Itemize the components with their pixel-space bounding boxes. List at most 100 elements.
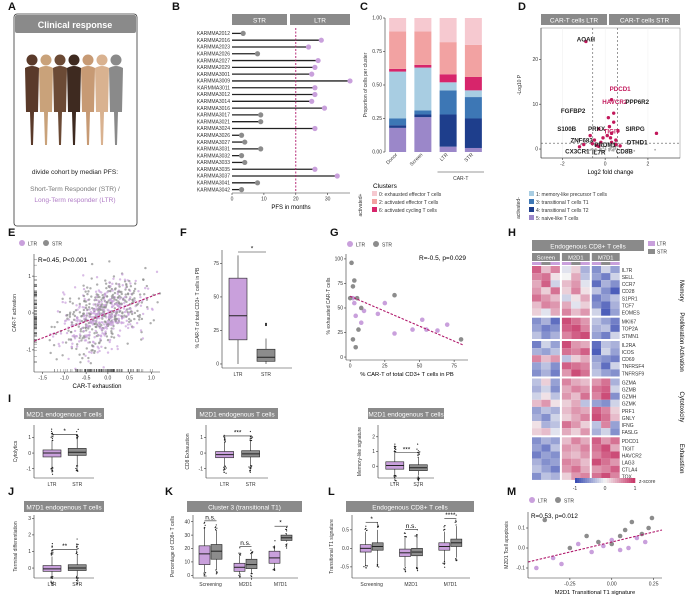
person-icon xyxy=(81,66,95,145)
panel-l-outlier xyxy=(365,525,367,527)
panel-h-cell xyxy=(580,362,590,370)
panel-letter-k: K xyxy=(165,486,173,498)
person-icon xyxy=(110,54,122,66)
panel-e-point xyxy=(82,312,85,315)
panel-i3-category-label: STR xyxy=(413,482,423,488)
panel-h-column-group xyxy=(532,253,560,261)
panel-h-row-label: CTLA4 xyxy=(622,468,638,474)
panel-e-point xyxy=(126,326,130,330)
panel-e-point xyxy=(74,334,78,338)
panel-i2-outlier xyxy=(250,467,252,470)
panel-e-point xyxy=(156,301,159,304)
panel-j-y-tick-label: 2 xyxy=(28,533,31,539)
panel-b-point xyxy=(258,146,264,152)
panel-d-y-tick-label: 20 xyxy=(532,57,538,63)
panel-h-scale-step xyxy=(619,478,622,483)
panel-b-category-label: KARMMA2026 xyxy=(197,51,230,57)
panel-l-outlier xyxy=(366,565,368,567)
panel-h-row-label: GZMA xyxy=(622,380,637,386)
panel-h-cell xyxy=(591,406,602,414)
panel-h-cell xyxy=(532,348,542,356)
panel-h-scale-step xyxy=(581,478,584,483)
panel-e-point xyxy=(111,320,114,324)
panel-h-cell xyxy=(550,266,560,274)
panel-h-cell xyxy=(591,341,602,349)
panel-h-column-group xyxy=(591,253,620,261)
panel-h-cell xyxy=(550,331,560,339)
panel-h-cell xyxy=(610,317,620,325)
panel-e-point xyxy=(142,278,145,281)
panel-h-cell xyxy=(532,421,542,429)
panel-k-outlier xyxy=(274,540,276,542)
panel-c-bar-segment xyxy=(389,71,407,119)
panel-l-category-label: M7D1 xyxy=(444,582,458,588)
panel-e-point xyxy=(79,328,83,331)
panel-e-point xyxy=(88,308,91,311)
panel-e-point xyxy=(78,302,81,306)
panel-e-point xyxy=(134,279,137,283)
panel-e-point xyxy=(85,312,89,315)
person-icon xyxy=(68,54,80,66)
panel-e-point xyxy=(138,313,142,317)
panel-m-point-str xyxy=(629,519,635,525)
panel-h-cell xyxy=(550,362,560,370)
panel-e-point xyxy=(83,300,86,303)
panel-h-cell xyxy=(601,428,611,436)
panel-h-scale-step xyxy=(597,478,600,483)
panel-letter-a: A xyxy=(8,1,16,13)
panel-j-outlier xyxy=(50,553,52,555)
panel-e-point xyxy=(118,285,121,288)
panel-e-point xyxy=(86,286,89,289)
panel-e-point xyxy=(127,298,131,302)
panel-i1-outlier xyxy=(76,431,78,433)
panel-e-point xyxy=(63,319,67,323)
panel-j-outlier xyxy=(51,554,53,556)
panel-e-point xyxy=(130,312,134,316)
panel-e-point xyxy=(113,307,117,310)
panel-d-point-ns xyxy=(606,142,608,144)
panel-h-cell xyxy=(601,437,611,445)
panel-e-point xyxy=(90,295,93,298)
panel-b-facet-str-header xyxy=(232,14,287,25)
panel-e-point xyxy=(98,349,101,353)
panel-i3-outlier xyxy=(394,443,396,445)
panel-e-point xyxy=(102,314,106,318)
panel-c-category-label: STR xyxy=(463,152,475,164)
panel-m-point-ltr xyxy=(642,539,648,545)
panel-l-outlier xyxy=(376,522,379,524)
panel-h-cell xyxy=(541,385,551,393)
panel-h-cell xyxy=(610,421,620,429)
panel-h-scale-step xyxy=(605,478,608,483)
panel-i2-category-label: STR xyxy=(246,482,256,488)
panel-h-cell xyxy=(561,378,572,386)
panel-e-point xyxy=(127,320,131,324)
panel-e-point xyxy=(97,321,101,325)
panel-i2-category-label: LTR xyxy=(220,482,229,488)
panel-h-cell xyxy=(610,392,620,400)
person-icon xyxy=(39,66,53,145)
panel-c-bar-segment xyxy=(414,67,432,111)
panel-c-y-tick-label: 0.00 xyxy=(372,150,382,156)
panel-e-point xyxy=(71,302,74,305)
panel-f-ltr-box xyxy=(228,277,248,341)
panel-h-row-label: TIGIT xyxy=(622,446,635,452)
panel-m-legend-ltr-dot xyxy=(529,497,535,503)
panel-d-gene-label: HAVCR2 xyxy=(602,99,628,106)
panel-e-point xyxy=(84,329,88,332)
panel-h-cell xyxy=(591,287,602,295)
panel-e-point xyxy=(65,331,69,335)
panel-f-str-box xyxy=(256,348,276,362)
panel-e-point xyxy=(78,319,82,322)
panel-h-cell xyxy=(532,378,542,386)
person-icon xyxy=(82,54,94,66)
panel-e-point xyxy=(138,293,142,296)
panel-e-point xyxy=(128,279,131,283)
panel-h-cell xyxy=(601,378,611,386)
panel-e-point xyxy=(141,337,145,340)
panel-e-point xyxy=(84,326,87,329)
panel-h-cell xyxy=(601,301,611,309)
panel-c-bar-segment xyxy=(414,18,432,32)
panel-c-bar-segment xyxy=(439,82,457,91)
panel-e-point xyxy=(113,291,117,295)
panel-h-cell xyxy=(561,308,572,316)
